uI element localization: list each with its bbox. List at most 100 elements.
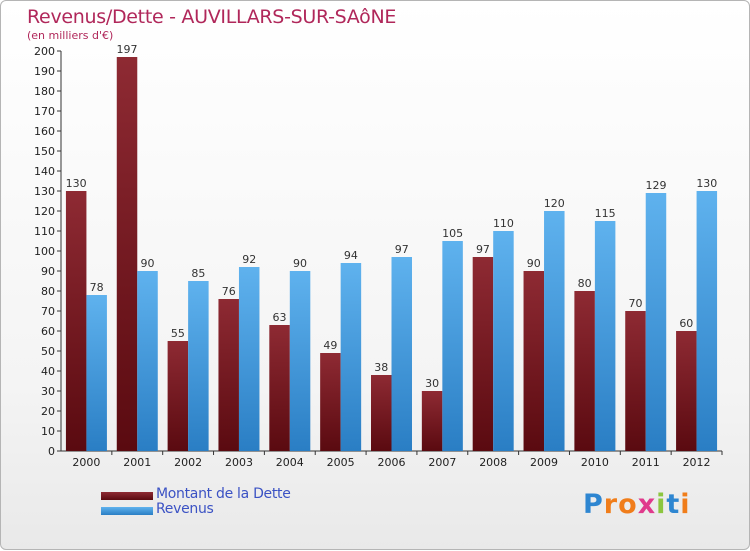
bar-revenus-label: 85 xyxy=(191,267,205,280)
bar-revenus xyxy=(238,267,260,451)
bar-revenus xyxy=(289,271,311,451)
bar-revenus-label: 90 xyxy=(141,257,155,270)
bar-revenus xyxy=(696,191,718,451)
y-tick-label: 90 xyxy=(41,265,55,278)
y-tick-label: 70 xyxy=(41,305,55,318)
logo-letter: x xyxy=(637,489,657,520)
proxiti-logo: Proxiti xyxy=(583,489,691,520)
x-tick-label: 2011 xyxy=(632,456,660,469)
y-tick-label: 180 xyxy=(34,85,55,98)
bar-dette-label: 76 xyxy=(222,285,236,298)
bar-revenus xyxy=(544,211,565,451)
bar-dette-label: 130 xyxy=(66,177,87,190)
bar-dette xyxy=(371,375,392,451)
bar-revenus xyxy=(340,263,362,451)
y-tick-label: 60 xyxy=(41,325,55,338)
x-tick-label: 2007 xyxy=(428,456,456,469)
x-tick-label: 2001 xyxy=(123,456,151,469)
bar-dette xyxy=(676,331,697,451)
y-tick-label: 160 xyxy=(34,125,55,138)
bar-revenus xyxy=(493,231,514,451)
bar-revenus-label: 78 xyxy=(90,281,104,294)
bar-revenus-label: 94 xyxy=(344,249,358,262)
chart-subtitle: (en milliers d'€) xyxy=(27,29,114,42)
y-tick-label: 20 xyxy=(41,405,55,418)
bar-dette xyxy=(218,299,239,451)
bar-revenus xyxy=(188,281,209,451)
legend-label-revenus: Revenus xyxy=(156,501,214,517)
bar-revenus-label: 97 xyxy=(395,243,409,256)
bar-dette-label: 90 xyxy=(527,257,541,270)
x-tick-label: 2010 xyxy=(581,456,609,469)
y-tick-label: 110 xyxy=(34,225,55,238)
x-tick-label: 2012 xyxy=(683,456,711,469)
bar-dette-label: 60 xyxy=(679,317,693,330)
bar-dette-label: 55 xyxy=(171,327,185,340)
bar-revenus-label: 130 xyxy=(696,177,717,190)
bar-dette xyxy=(574,291,595,451)
data-labels: 130 197 55 76 63 49 38 30 97 90 80 70 60 78 90 85 92 90 94… xyxy=(66,43,718,390)
bar-revenus-label: 120 xyxy=(544,197,565,210)
bar-dette xyxy=(523,271,545,451)
bar-revenus-label: 129 xyxy=(645,179,666,192)
x-tick-label: 2005 xyxy=(327,456,355,469)
bar-dette-label: 49 xyxy=(323,339,337,352)
bar-dette xyxy=(269,325,290,451)
bar-dette xyxy=(320,353,341,451)
bar-dette-label: 80 xyxy=(578,277,592,290)
y-tick-label: 200 xyxy=(34,45,55,58)
bar-revenus-label: 110 xyxy=(493,217,514,230)
y-tick-label: 170 xyxy=(34,105,55,118)
bar-revenus-label: 115 xyxy=(595,207,616,220)
bar-dette xyxy=(625,311,646,451)
legend-swatch-revenus xyxy=(101,507,153,515)
x-tick-label: 2009 xyxy=(530,456,558,469)
y-tick-label: 140 xyxy=(34,165,55,178)
bars xyxy=(65,57,718,451)
bar-dette xyxy=(167,341,189,451)
bar-dette-label: 97 xyxy=(476,243,490,256)
bar-dette-label: 63 xyxy=(273,311,287,324)
bar-revenus xyxy=(137,271,158,451)
bar-revenus xyxy=(594,221,616,451)
y-tick-label: 80 xyxy=(41,285,55,298)
logo-letter: o xyxy=(618,489,638,520)
x-tick-label: 2008 xyxy=(479,456,507,469)
y-tick-label: 40 xyxy=(41,365,55,378)
y-tick-label: 0 xyxy=(48,445,55,458)
y-tick-label: 130 xyxy=(34,185,55,198)
bar-dette xyxy=(65,191,87,451)
bar-revenus xyxy=(442,241,463,451)
x-tick-label: 2006 xyxy=(378,456,406,469)
logo-letter: i xyxy=(680,489,691,520)
x-tick-label: 2004 xyxy=(276,456,304,469)
bar-dette-label: 197 xyxy=(117,43,138,56)
x-tick-label: 2002 xyxy=(174,456,202,469)
x-tick-label: 2003 xyxy=(225,456,253,469)
x-tick-label: 2000 xyxy=(72,456,100,469)
y-tick-label: 50 xyxy=(41,345,55,358)
legend-swatch-dette xyxy=(101,492,153,500)
bar-dette-label: 70 xyxy=(628,297,642,310)
y-tick-label: 150 xyxy=(34,145,55,158)
y-tick-label: 10 xyxy=(41,425,55,438)
y-tick-label: 120 xyxy=(34,205,55,218)
bar-revenus-label: 90 xyxy=(293,257,307,270)
logo-letter: P xyxy=(583,489,604,520)
bar-dette xyxy=(116,57,138,451)
y-tick-label: 30 xyxy=(41,385,55,398)
bar-dette xyxy=(421,391,443,451)
logo-letter: r xyxy=(603,489,619,520)
bar-revenus xyxy=(645,193,667,451)
bar-dette-label: 30 xyxy=(425,377,439,390)
chart-title: Revenus/Dette - AUVILLARS-SUR-SAôNE xyxy=(27,6,397,28)
bar-dette xyxy=(472,257,494,451)
y-tick-label: 100 xyxy=(34,245,55,258)
bar-revenus xyxy=(391,257,412,451)
bar-revenus-label: 105 xyxy=(442,227,463,240)
bar-dette-label: 38 xyxy=(374,361,388,374)
logo-letter: i xyxy=(656,489,667,520)
bar-revenus xyxy=(86,295,107,451)
